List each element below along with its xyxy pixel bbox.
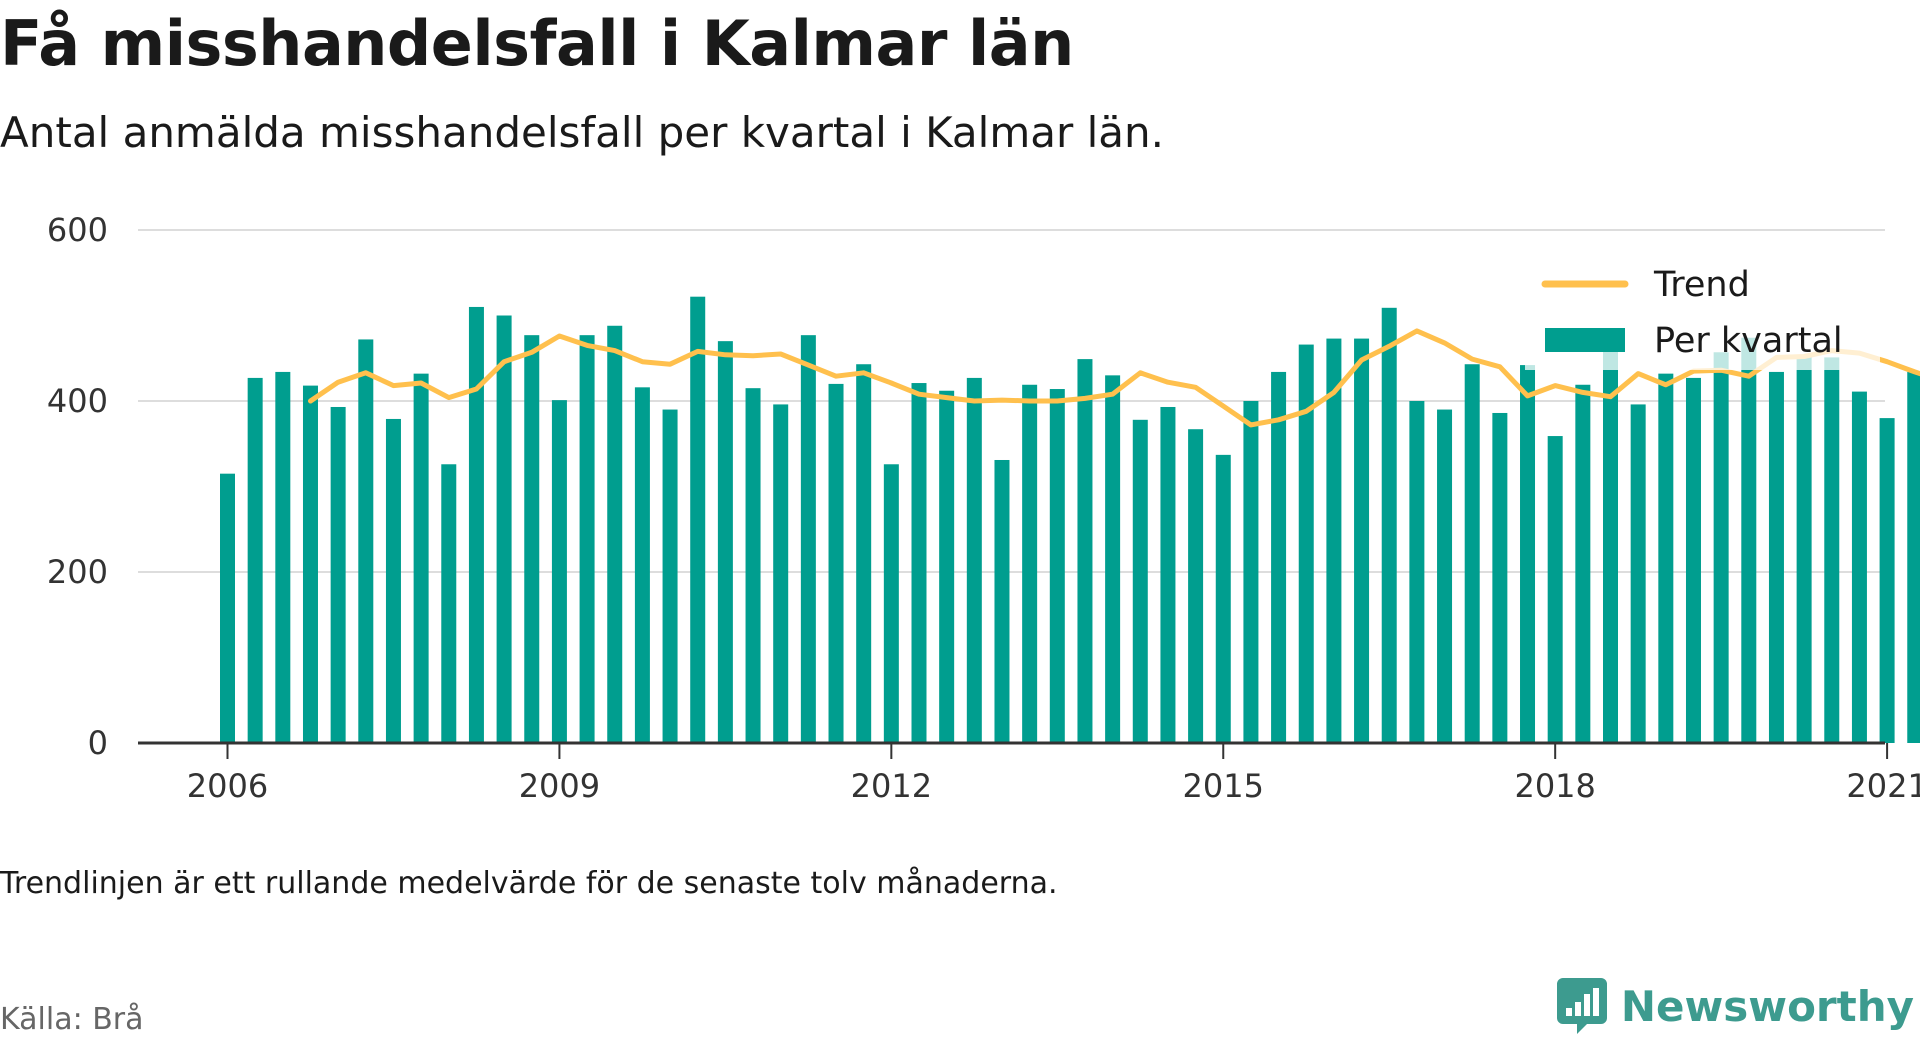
brand-name: Newsworthy	[1620, 981, 1914, 1031]
x-tick-label: 2009	[519, 767, 600, 805]
bar	[1049, 389, 1065, 743]
bar	[911, 383, 927, 743]
bar	[1879, 418, 1895, 743]
bar-series	[220, 296, 1920, 743]
bar	[966, 377, 982, 743]
x-tick-label: 2012	[851, 767, 932, 805]
legend-swatch-bars	[1545, 328, 1625, 352]
y-tick-label: 600	[47, 211, 108, 249]
x-tick-label: 2021	[1846, 767, 1920, 805]
y-tick-label: 200	[47, 553, 108, 591]
bar	[1105, 375, 1121, 743]
bar	[883, 464, 899, 743]
bar	[994, 459, 1010, 743]
bar	[939, 390, 955, 743]
bar	[1188, 429, 1204, 743]
bar	[1658, 373, 1674, 743]
bar	[220, 473, 235, 743]
bar	[1685, 377, 1701, 743]
bar	[385, 418, 401, 743]
bar	[773, 404, 789, 743]
source-note: Källa: Brå	[0, 1002, 144, 1037]
bar	[302, 385, 318, 743]
y-tick-label: 400	[47, 382, 108, 420]
bar	[358, 339, 374, 743]
bar	[1381, 307, 1397, 743]
axes: 2006200920122015201820212023	[138, 741, 1920, 805]
bar	[1520, 365, 1536, 743]
bar	[1243, 401, 1259, 743]
brand-logo: Newsworthy	[1556, 978, 1914, 1034]
bar	[247, 377, 263, 743]
bar	[1077, 359, 1093, 743]
x-tick-label: 2006	[187, 767, 268, 805]
legend-label-trend: Trend	[1653, 265, 1750, 305]
x-tick-label: 2015	[1183, 767, 1264, 805]
bar	[634, 387, 650, 743]
bar	[524, 335, 540, 743]
bar	[856, 364, 872, 743]
bar	[745, 388, 761, 743]
chart-title: Få misshandelsfall i Kalmar län	[0, 7, 1074, 80]
bar	[1796, 356, 1812, 743]
bar	[1824, 357, 1840, 743]
bar	[1298, 344, 1314, 743]
legend-label-bars: Per kvartal	[1654, 321, 1843, 361]
bar	[1132, 419, 1148, 743]
bar	[1464, 364, 1480, 743]
bar	[1851, 391, 1867, 743]
bar	[800, 335, 816, 743]
bar	[1271, 371, 1287, 743]
bar	[828, 383, 844, 743]
bar	[1215, 454, 1231, 743]
bar	[1326, 338, 1342, 743]
bar	[551, 400, 567, 743]
y-tick-label: 0	[88, 724, 108, 762]
bar	[1547, 436, 1563, 743]
bar	[1160, 406, 1176, 743]
bar	[330, 406, 346, 743]
legend: Trend Per kvartal	[1525, 252, 1880, 370]
bar	[1492, 412, 1508, 743]
bar	[441, 464, 457, 743]
footnote: Trendlinjen är ett rullande medelvärde f…	[0, 866, 1058, 901]
bar	[607, 325, 623, 743]
bar	[1741, 337, 1757, 743]
bar	[1437, 409, 1453, 743]
bar	[579, 335, 595, 743]
bar-chart-speech-bubble-icon	[1556, 978, 1607, 1034]
bar	[275, 371, 291, 743]
bar	[662, 409, 678, 743]
bar	[1907, 371, 1920, 743]
bar	[413, 373, 429, 743]
bar	[717, 341, 733, 743]
bar	[1354, 338, 1370, 743]
x-tick-label: 2018	[1514, 767, 1595, 805]
bar	[1713, 352, 1729, 743]
bar	[1022, 384, 1038, 743]
bar	[1409, 401, 1425, 743]
bar	[468, 306, 484, 743]
chart-subtitle: Antal anmälda misshandelsfall per kvarta…	[0, 108, 1164, 157]
bar	[496, 315, 512, 743]
bar	[690, 296, 706, 743]
bar	[1603, 330, 1618, 743]
bar	[1630, 404, 1646, 743]
bar	[1575, 384, 1591, 743]
bar	[1768, 371, 1784, 743]
